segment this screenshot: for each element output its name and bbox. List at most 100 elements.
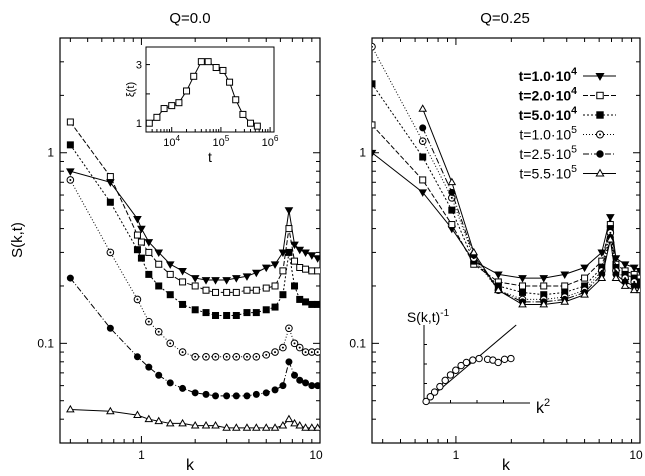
data-point [202, 309, 210, 317]
data-point [285, 324, 293, 333]
data-point [243, 309, 251, 317]
inset-data-point [462, 358, 471, 367]
data-point [295, 246, 305, 255]
data-point [261, 264, 271, 273]
data-point [284, 414, 294, 423]
data-point [301, 348, 310, 356]
data-point [133, 410, 142, 419]
legend-label-1: t=1.0·104 [519, 66, 578, 84]
inset-data-point [426, 393, 435, 401]
data-point [137, 254, 145, 262]
data-point [252, 390, 260, 398]
data-point [165, 261, 175, 269]
inset-data-point [212, 64, 220, 72]
data-point [154, 249, 164, 258]
inset-y-tick-label: 3 [136, 60, 142, 72]
data-point [302, 265, 310, 273]
data-point [133, 246, 141, 254]
data-point [314, 267, 320, 275]
data-point [66, 141, 74, 149]
data-point [179, 278, 187, 286]
data-point [580, 290, 589, 298]
inset-y-label: ξ(t) [125, 82, 137, 97]
data-point [296, 376, 304, 384]
data-point [133, 295, 142, 304]
data-point [279, 382, 287, 390]
data-point [419, 153, 427, 161]
data-point [232, 392, 240, 400]
data-point [179, 384, 187, 392]
legend-marker-2 [596, 91, 604, 100]
data-point [178, 348, 187, 356]
x-tick-label: 10 [629, 448, 643, 462]
data-point [223, 288, 231, 296]
data-point [560, 297, 570, 305]
data-point [154, 327, 163, 336]
series-line-4 [69, 179, 318, 358]
data-point [271, 386, 279, 394]
data-point [418, 189, 428, 197]
inset-data-point [160, 105, 168, 113]
series-line-2 [69, 121, 318, 293]
data-point [314, 382, 320, 390]
data-point [145, 317, 153, 326]
inset-x-tick-label: 106 [262, 134, 279, 149]
data-point [243, 352, 251, 361]
x-tick-label: 1 [138, 448, 145, 462]
inset-data-point [204, 58, 212, 66]
inset-data-point [500, 355, 509, 364]
data-point [166, 270, 174, 278]
data-point [271, 303, 279, 311]
data-point [606, 235, 615, 243]
data-point [308, 382, 316, 390]
legend-marker-5 [596, 150, 604, 158]
data-point [145, 248, 153, 256]
data-point [291, 371, 299, 379]
data-point [106, 198, 114, 206]
data-point [242, 423, 252, 431]
data-point [262, 284, 270, 292]
data-point [313, 255, 320, 263]
data-point [232, 352, 241, 361]
axes-right: 1 10 0.1 1 [349, 38, 643, 462]
data-point [191, 282, 199, 290]
data-point [145, 270, 153, 278]
data-point [179, 300, 187, 308]
data-point [372, 80, 376, 88]
inset-data-point [247, 119, 255, 127]
panel-right-title: Q=0.25 [480, 10, 530, 27]
inset-data-point [507, 354, 515, 363]
data-point [211, 421, 220, 429]
data-point [166, 291, 174, 299]
inset-data-point [475, 354, 483, 363]
data-point [66, 168, 75, 176]
axes-left: 1 10 0.1 1 [37, 38, 323, 462]
x-tick-label: 10 [309, 448, 323, 462]
data-point [469, 247, 479, 256]
inset-data-point [436, 382, 444, 391]
y-tick-label: 0.1 [37, 336, 54, 350]
data-point [211, 277, 220, 285]
inset-data-point [168, 102, 176, 110]
inset-inverse-structure-factor: S(k,t)-1 k2 [407, 308, 550, 417]
y-axis-label: S(k,t) [9, 222, 26, 258]
data-point [519, 282, 527, 290]
data-point [223, 311, 231, 319]
data-point [271, 348, 279, 356]
y-tick-label: 0.1 [349, 336, 366, 350]
legend-marker-1 [595, 72, 605, 81]
data-point [271, 282, 279, 290]
data-point [243, 286, 251, 294]
data-point [252, 309, 260, 317]
data-point [629, 285, 639, 294]
data-point [66, 118, 74, 126]
data-point [518, 299, 527, 308]
data-point [178, 267, 187, 276]
data-point [611, 255, 621, 263]
data-point [222, 352, 231, 361]
series-line-4 [372, 46, 640, 300]
data-point [144, 414, 154, 423]
data-point [540, 282, 548, 290]
data-point [178, 418, 187, 427]
